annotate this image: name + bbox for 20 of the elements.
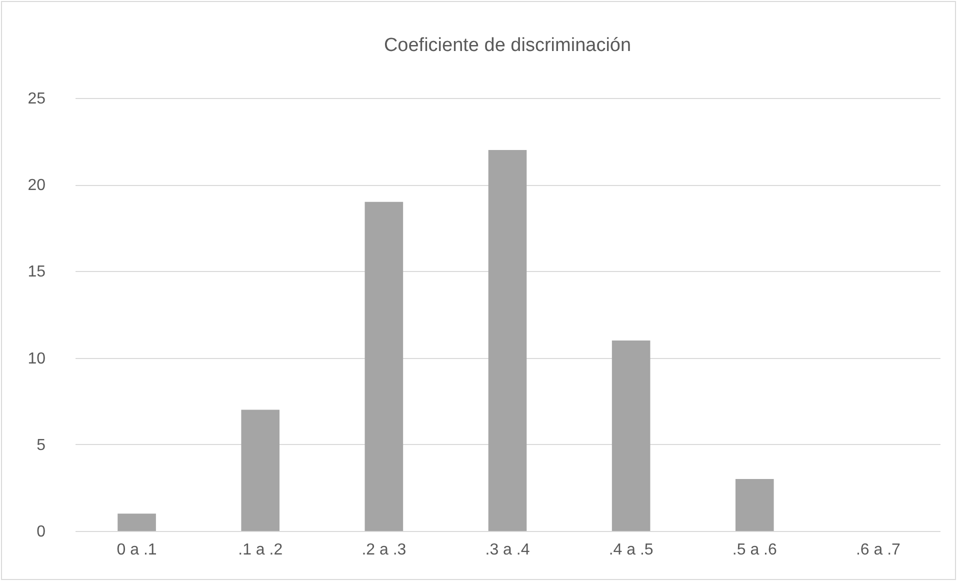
- x-tick-label: .5 a .6: [732, 542, 777, 558]
- y-tick-label: 25: [28, 90, 46, 108]
- bar: [364, 202, 404, 531]
- x-tick-label: .1 a .2: [238, 542, 283, 558]
- y-tick-label: 10: [28, 350, 46, 368]
- x-tick-label: .3 a .4: [485, 542, 530, 558]
- y-tick-label: 5: [36, 436, 46, 454]
- x-tick-label: .2 a .3: [362, 542, 406, 558]
- x-tick-label: .4 a .5: [608, 542, 654, 558]
- bar: [118, 514, 156, 531]
- bar: [612, 340, 650, 531]
- chart-title: Coeficiente de discriminación: [384, 35, 632, 56]
- bar: [241, 410, 280, 531]
- x-tick-label: 0 a .1: [116, 542, 157, 558]
- y-tick-label: 15: [28, 264, 46, 281]
- y-tick-label: 20: [28, 177, 46, 194]
- y-tick-label: 0: [36, 524, 46, 540]
- bar: [735, 479, 774, 531]
- bar: [488, 150, 527, 531]
- x-tick-label: .6 a .7: [856, 542, 901, 558]
